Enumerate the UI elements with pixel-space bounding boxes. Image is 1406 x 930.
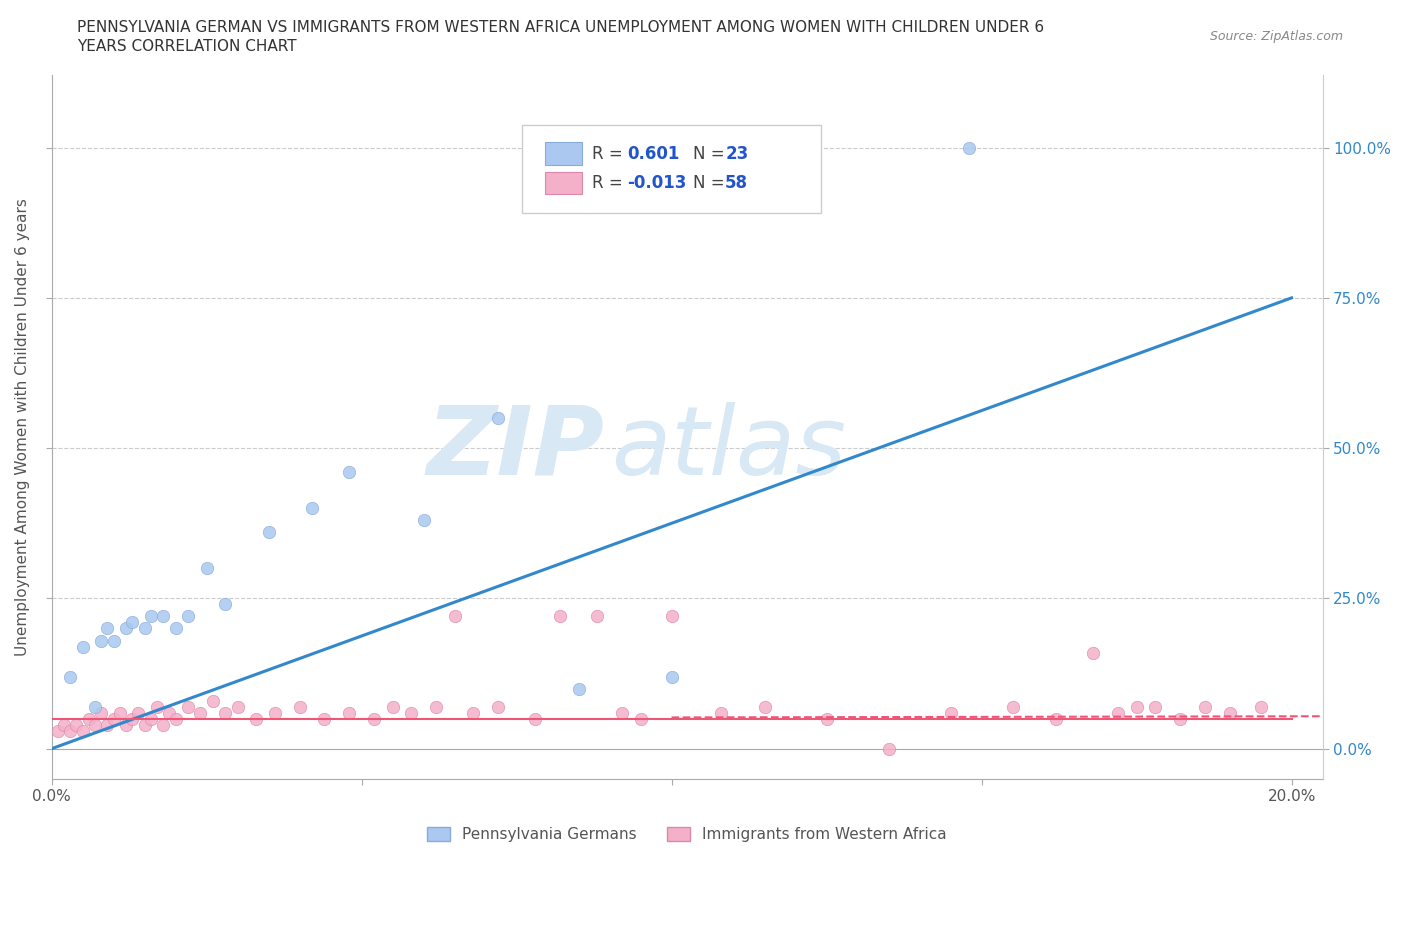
Text: atlas: atlas <box>610 402 846 495</box>
Point <box>108 705 131 720</box>
Point <box>1194 699 1216 714</box>
FancyBboxPatch shape <box>544 142 582 165</box>
Point <box>121 615 143 630</box>
Text: R =: R = <box>592 144 627 163</box>
Point <box>337 465 360 480</box>
Point <box>177 609 200 624</box>
Point <box>226 699 249 714</box>
Point <box>957 140 980 155</box>
Point <box>301 501 323 516</box>
Point <box>72 724 94 738</box>
Point <box>314 711 336 726</box>
Point <box>165 621 187 636</box>
Text: N =: N = <box>693 144 730 163</box>
Point <box>127 705 149 720</box>
Point <box>1168 711 1191 726</box>
Point <box>463 705 485 720</box>
Point <box>103 711 125 726</box>
Text: 0.601: 0.601 <box>627 144 679 163</box>
Point <box>815 711 838 726</box>
Point <box>52 717 75 732</box>
Point <box>65 717 87 732</box>
Point <box>381 699 404 714</box>
Point <box>177 699 200 714</box>
Point <box>939 705 962 720</box>
Point <box>710 705 733 720</box>
Point <box>412 512 434 527</box>
Point <box>214 705 236 720</box>
Point <box>363 711 385 726</box>
Point <box>443 609 465 624</box>
Point <box>152 717 174 732</box>
Point <box>877 741 900 756</box>
Point <box>1250 699 1272 714</box>
Point <box>548 609 571 624</box>
Point <box>139 711 162 726</box>
Point <box>195 561 218 576</box>
Point <box>96 621 118 636</box>
Point <box>1045 711 1067 726</box>
Point <box>337 705 360 720</box>
Text: R =: R = <box>592 174 627 193</box>
Point <box>121 711 143 726</box>
Point <box>214 597 236 612</box>
Point <box>59 724 82 738</box>
Text: ZIP: ZIP <box>426 402 605 495</box>
Point <box>188 705 211 720</box>
Point <box>524 711 547 726</box>
Point <box>754 699 776 714</box>
Point <box>1107 705 1129 720</box>
Point <box>630 711 652 726</box>
Point <box>288 699 311 714</box>
Text: 23: 23 <box>725 144 748 163</box>
Point <box>1083 645 1105 660</box>
Legend: Pennsylvania Germans, Immigrants from Western Africa: Pennsylvania Germans, Immigrants from We… <box>420 821 953 848</box>
Text: 58: 58 <box>725 174 748 193</box>
Point <box>257 525 280 539</box>
Text: PENNSYLVANIA GERMAN VS IMMIGRANTS FROM WESTERN AFRICA UNEMPLOYMENT AMONG WOMEN W: PENNSYLVANIA GERMAN VS IMMIGRANTS FROM W… <box>77 20 1045 35</box>
FancyBboxPatch shape <box>544 172 582 194</box>
Point <box>146 699 169 714</box>
Point <box>84 699 107 714</box>
Point <box>1125 699 1147 714</box>
Point <box>486 411 509 426</box>
Point <box>96 717 118 732</box>
Point <box>1219 705 1241 720</box>
Point <box>486 699 509 714</box>
Point <box>77 711 100 726</box>
Point <box>134 717 156 732</box>
Text: N =: N = <box>693 174 730 193</box>
Point <box>661 609 683 624</box>
Point <box>157 705 180 720</box>
Point <box>425 699 447 714</box>
Point <box>567 681 589 696</box>
Point <box>610 705 633 720</box>
Point <box>263 705 285 720</box>
Point <box>399 705 422 720</box>
Point <box>59 670 82 684</box>
Point <box>90 705 112 720</box>
Point <box>661 670 683 684</box>
Point <box>103 633 125 648</box>
Point <box>115 717 138 732</box>
Point <box>245 711 267 726</box>
Point <box>1144 699 1167 714</box>
Point <box>90 633 112 648</box>
Text: Source: ZipAtlas.com: Source: ZipAtlas.com <box>1209 30 1343 43</box>
Point <box>1001 699 1024 714</box>
Point <box>152 609 174 624</box>
Point <box>134 621 156 636</box>
Point <box>46 724 69 738</box>
Point <box>165 711 187 726</box>
Text: -0.013: -0.013 <box>627 174 686 193</box>
FancyBboxPatch shape <box>522 125 821 213</box>
Point <box>201 693 224 708</box>
Text: YEARS CORRELATION CHART: YEARS CORRELATION CHART <box>77 39 297 54</box>
Point <box>586 609 609 624</box>
Y-axis label: Unemployment Among Women with Children Under 6 years: Unemployment Among Women with Children U… <box>15 198 30 656</box>
Point <box>139 609 162 624</box>
Point <box>115 621 138 636</box>
Point <box>84 717 107 732</box>
Point <box>72 639 94 654</box>
